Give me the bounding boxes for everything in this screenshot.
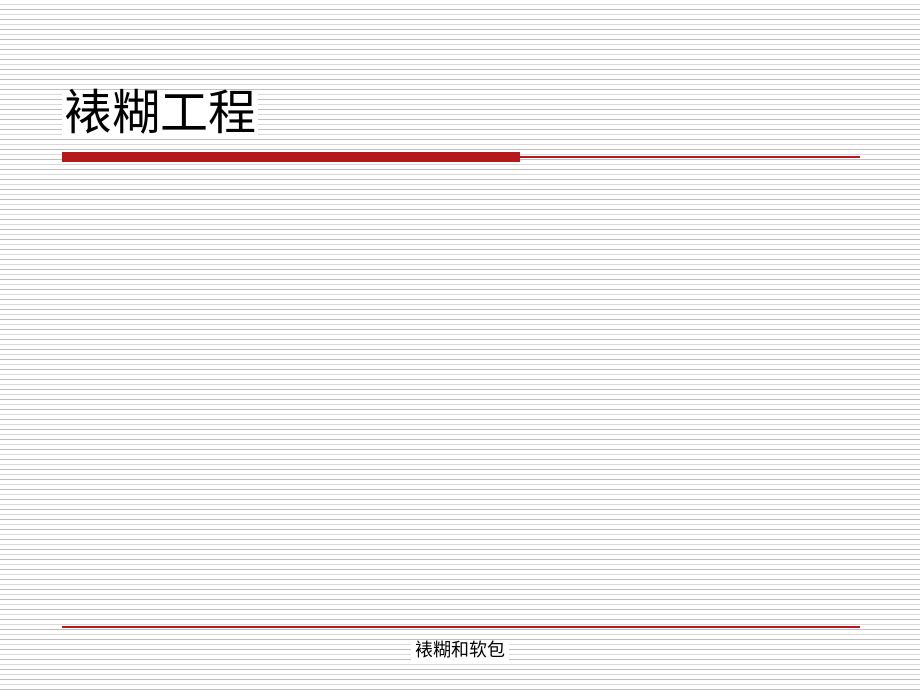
footer-divider (62, 626, 860, 628)
title-underline-thin (520, 156, 860, 158)
slide-title: 裱糊工程 (62, 90, 258, 138)
footer-text: 裱糊和软包 (0, 636, 920, 662)
footer-label: 裱糊和软包 (411, 640, 509, 660)
title-underline-thick (62, 152, 520, 162)
